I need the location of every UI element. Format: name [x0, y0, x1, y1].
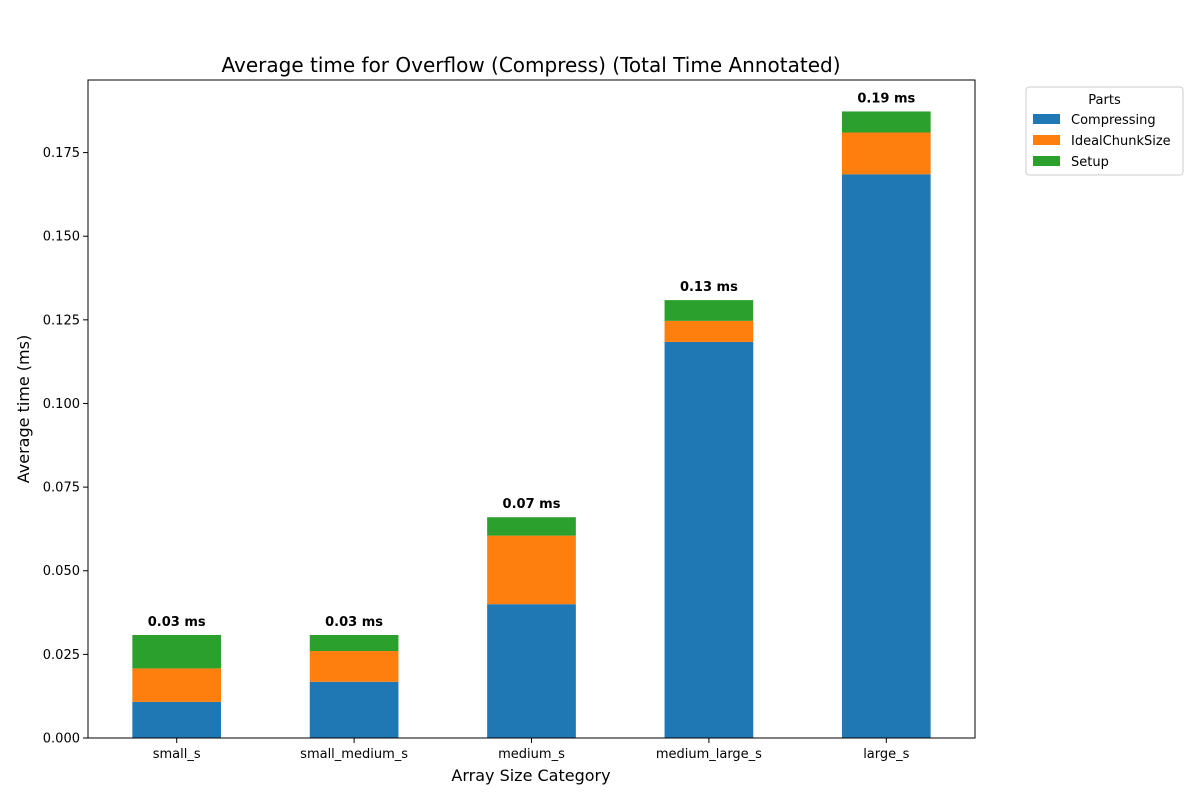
x-axis: small_s small_medium_s medium_s medium_larg…: [153, 738, 910, 762]
y-tick-label: 0.175: [43, 146, 80, 161]
y-axis-label: Average time (ms): [14, 335, 33, 483]
x-axis-label: Array Size Category: [451, 766, 610, 785]
legend: Parts Compressing IdealChunkSize Setup: [1025, 86, 1184, 176]
total-label-medium_s: 0.07 ms: [503, 497, 561, 512]
x-tick-label-medium_large_s: medium_large_s: [656, 747, 762, 762]
x-tick-label-small_s: small_s: [153, 747, 201, 762]
bar-segment-setup-medium_large_s: [664, 300, 754, 321]
bar-segment-compressing-medium_s: [487, 604, 576, 738]
y-tick-label: 0.000: [43, 732, 80, 747]
legend-label-idealchunksize: IdealChunkSize: [1071, 134, 1171, 149]
legend-swatch-compressing: [1033, 114, 1060, 124]
legend-title: Parts: [1088, 93, 1121, 108]
legend-frame: [1025, 86, 1184, 176]
total-labels-layer: 0.03 ms 0.03 ms 0.07 ms 0.13 ms 0.19 ms: [148, 91, 916, 630]
bar-segment-setup-small_s: [132, 634, 222, 669]
total-label-medium_large_s: 0.13 ms: [680, 280, 738, 295]
legend-swatch-setup: [1033, 156, 1060, 166]
total-label-small_medium_s: 0.03 ms: [325, 615, 383, 630]
bar-segment-setup-medium_s: [487, 517, 576, 536]
bar-segment-compressing-large_s: [841, 174, 931, 738]
y-tick-label: 0.150: [43, 230, 80, 245]
bar-segment-setup-large_s: [841, 111, 931, 133]
bar-segment-compressing-medium_large_s: [664, 341, 754, 738]
total-label-small_s: 0.03 ms: [148, 615, 206, 630]
bar-segment-idealchunksize-small_medium_s: [309, 651, 399, 682]
y-tick-label: 0.100: [43, 397, 80, 412]
y-tick-label: 0.125: [43, 313, 80, 328]
legend-swatch-idealchunksize: [1033, 135, 1060, 145]
chart-title: Average time for Overflow (Compress) (To…: [222, 53, 841, 77]
x-tick-label-large_s: large_s: [863, 747, 909, 762]
bars-layer: [132, 111, 931, 738]
x-tick-label-small_medium_s: small_medium_s: [300, 747, 408, 762]
y-tick-label: 0.075: [43, 481, 80, 496]
bar-segment-idealchunksize-large_s: [841, 132, 931, 175]
total-label-large_s: 0.19 ms: [857, 91, 915, 106]
bar-segment-compressing-small_medium_s: [309, 681, 399, 738]
legend-label-compressing: Compressing: [1071, 113, 1156, 128]
bar-segment-idealchunksize-medium_large_s: [664, 320, 754, 342]
bar-segment-idealchunksize-medium_s: [487, 535, 576, 605]
y-tick-label: 0.050: [43, 564, 80, 579]
legend-label-setup: Setup: [1071, 155, 1109, 170]
bar-segment-idealchunksize-small_s: [132, 668, 222, 702]
y-axis: 0.000 0.025 0.050 0.075 0.100 0.125 0.150 0.175: [43, 146, 88, 747]
y-tick-label: 0.025: [43, 648, 80, 663]
bar-segment-compressing-small_s: [132, 701, 222, 738]
bar-segment-setup-small_medium_s: [309, 634, 399, 652]
x-tick-label-medium_s: medium_s: [498, 747, 565, 762]
